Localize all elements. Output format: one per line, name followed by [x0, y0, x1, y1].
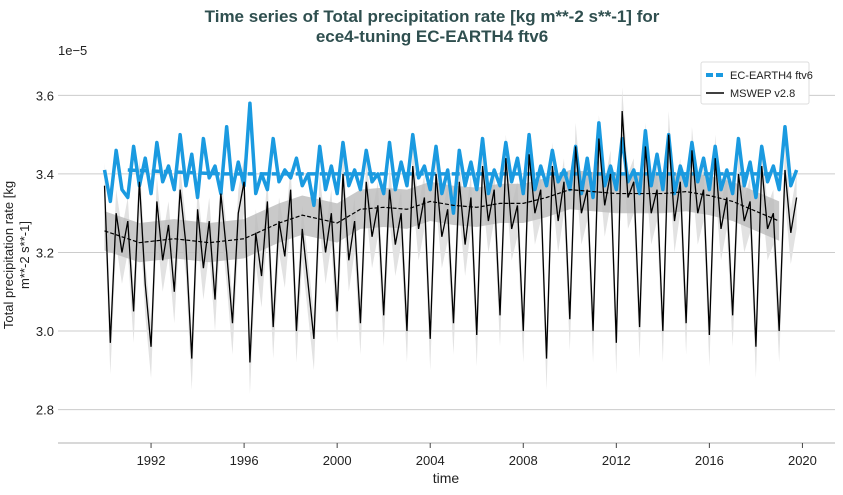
mswep-running-mean-line: [104, 189, 780, 244]
legend-label-mswep: MSWEP v2.8: [730, 88, 795, 100]
y-tick-label: 3.6: [36, 88, 54, 103]
x-tick-label: 1992: [137, 453, 166, 468]
x-axis-label: time: [433, 470, 460, 486]
y-axis-label-line2: m**-2 s**-1]: [17, 221, 32, 289]
y-tick-label: 3.0: [36, 324, 54, 339]
legend: EC-EARTH4 ftv6 MSWEP v2.8: [700, 61, 813, 105]
x-tick-label: 2008: [509, 453, 538, 468]
x-tick-label: 2016: [695, 453, 724, 468]
chart-subtitle: ece4-tuning EC-EARTH4 ftv6: [316, 27, 548, 46]
ec-earth-running-mean-line: [127, 168, 780, 176]
y-tick-label: 2.8: [36, 403, 54, 418]
x-tick-label: 2000: [323, 453, 352, 468]
mswep-spread-band: [104, 87, 797, 394]
x-tick-label: 2012: [602, 453, 631, 468]
x-tick-label: 2020: [788, 453, 817, 468]
y-offset-label: 1e−5: [58, 43, 87, 58]
legend-label-ec-earth: EC-EARTH4 ftv6: [730, 70, 813, 82]
y-tick-label: 3.4: [36, 167, 54, 182]
mswep-series-line: [103, 111, 798, 363]
y-axis-label-line1: Total precipitation rate [kg: [1, 181, 16, 329]
x-tick-label: 2004: [416, 453, 445, 468]
ec-earth-series-line: [102, 101, 799, 215]
y-tick-label: 3.2: [36, 245, 54, 260]
chart-title: Time series of Total precipitation rate …: [205, 7, 660, 26]
x-tick-label: 1996: [230, 453, 259, 468]
legend-box: [700, 61, 810, 105]
